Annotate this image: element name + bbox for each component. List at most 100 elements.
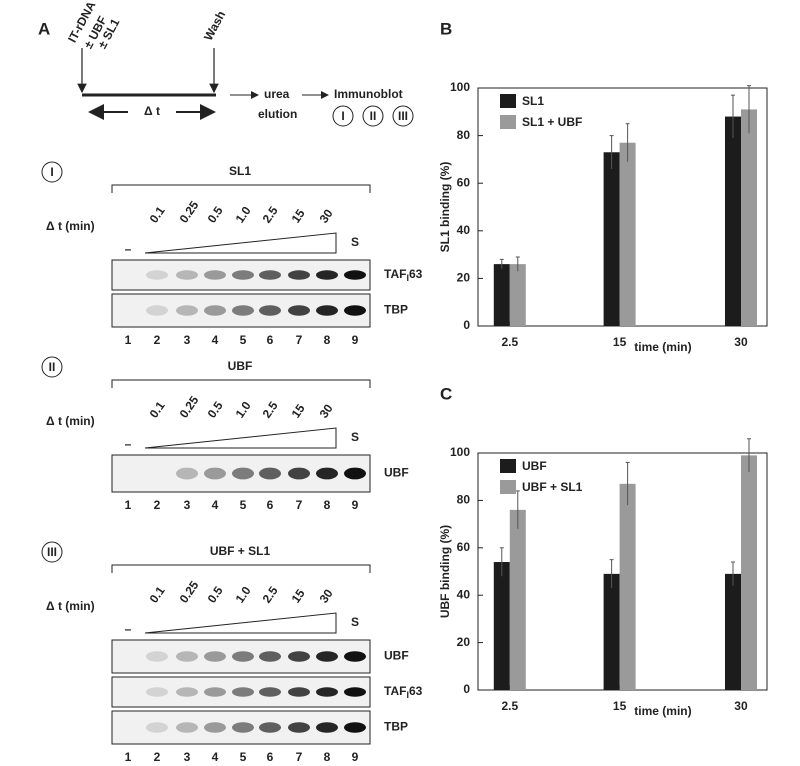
x-tick-label: 30 (734, 699, 748, 713)
band (204, 305, 226, 316)
band (259, 305, 281, 316)
blot-circle (332, 105, 354, 127)
time-label: 1.0 (233, 204, 254, 226)
lane-number: 2 (154, 750, 161, 764)
bar (740, 109, 757, 326)
y-tick-label: 20 (457, 635, 471, 649)
lane-number: 4 (212, 750, 219, 764)
band (176, 687, 198, 697)
y-tick-label: 80 (457, 493, 471, 507)
bar (619, 483, 636, 690)
band (288, 305, 310, 316)
time-label: 15 (289, 586, 308, 605)
band (316, 270, 338, 280)
lane-number: 1 (125, 750, 132, 764)
blot-circle (362, 105, 384, 127)
blot-label: TAFI63 (384, 267, 423, 283)
legend-label: SL1 + UBF (522, 115, 582, 129)
band (259, 687, 281, 697)
legend-swatch (500, 480, 516, 494)
x-tick-label: 2.5 (501, 335, 518, 349)
lane-number: 5 (240, 333, 247, 347)
lane-number: 3 (184, 498, 191, 512)
band (232, 651, 254, 662)
lane-number: 2 (154, 333, 161, 347)
y-tick-label: 80 (457, 128, 471, 142)
band (204, 687, 226, 697)
section-id: I (50, 165, 53, 179)
wash-label: Wash (201, 8, 228, 42)
time-axis-label: Δ t (min) (46, 599, 95, 613)
band (204, 270, 226, 280)
band (232, 467, 254, 480)
bar (509, 264, 526, 326)
band (316, 722, 338, 733)
bracket (111, 379, 371, 388)
bar (740, 455, 757, 690)
band (316, 651, 338, 662)
bar (724, 116, 741, 326)
bar (509, 509, 526, 690)
lane-number: 9 (352, 333, 359, 347)
legend-label: SL1 (522, 94, 544, 108)
minus-label: – (125, 242, 132, 256)
time-label: 15 (289, 206, 308, 225)
time-label: 0.5 (205, 584, 226, 606)
time-label: 0.5 (205, 204, 226, 226)
bracket (111, 564, 371, 573)
blot-label-main: TBP (384, 720, 408, 734)
blot-label-sub: I (406, 273, 409, 283)
blot-label-main: UBF (384, 649, 409, 663)
band (232, 687, 254, 697)
time-label: 30 (317, 206, 336, 225)
section-title: SL1 (229, 164, 251, 178)
y-tick-label: 40 (457, 223, 471, 237)
time-label: 0.1 (147, 399, 168, 421)
blot-label: TBP (384, 720, 408, 734)
band (146, 687, 168, 697)
section-circle (41, 161, 63, 183)
time-label: 2.5 (260, 584, 281, 606)
lane-number: 4 (212, 333, 219, 347)
lane-number: 9 (352, 498, 359, 512)
step-label: urea (264, 87, 290, 101)
band (146, 270, 168, 280)
lane-number: 6 (267, 750, 274, 764)
blot-label-main: TBP (384, 303, 408, 317)
lane-number: 7 (296, 333, 303, 347)
time-label: 0.5 (205, 399, 226, 421)
y-tick-label: 100 (450, 445, 470, 459)
time-label: 30 (317, 401, 336, 420)
blot-label: TBP (384, 303, 408, 317)
band (259, 467, 281, 480)
band (259, 651, 281, 662)
blot-label: UBF (384, 466, 409, 480)
gradient-triangle (144, 232, 337, 254)
band (259, 270, 281, 280)
band (232, 722, 254, 733)
band (204, 467, 226, 480)
x-tick-label: 2.5 (501, 699, 518, 713)
y-tick-label: 20 (457, 271, 471, 285)
bar (603, 573, 620, 690)
band (204, 722, 226, 733)
band (344, 305, 366, 316)
blot-circle (392, 105, 414, 127)
band (344, 687, 366, 697)
standard-label: S (351, 235, 359, 249)
lane-number: 5 (240, 750, 247, 764)
band (232, 305, 254, 316)
blot-id: I (341, 109, 344, 123)
blot-label: UBF (384, 649, 409, 663)
blot-id: III (398, 109, 408, 123)
band (176, 722, 198, 733)
x-tick-label: 15 (613, 335, 627, 349)
band (344, 651, 366, 662)
time-label: 30 (317, 586, 336, 605)
gradient-triangle (144, 427, 337, 449)
minus-label: – (125, 622, 132, 636)
section-title: UBF (228, 359, 253, 373)
bar (724, 573, 741, 690)
lane-number: 3 (184, 333, 191, 347)
gradient-triangle (144, 612, 337, 634)
